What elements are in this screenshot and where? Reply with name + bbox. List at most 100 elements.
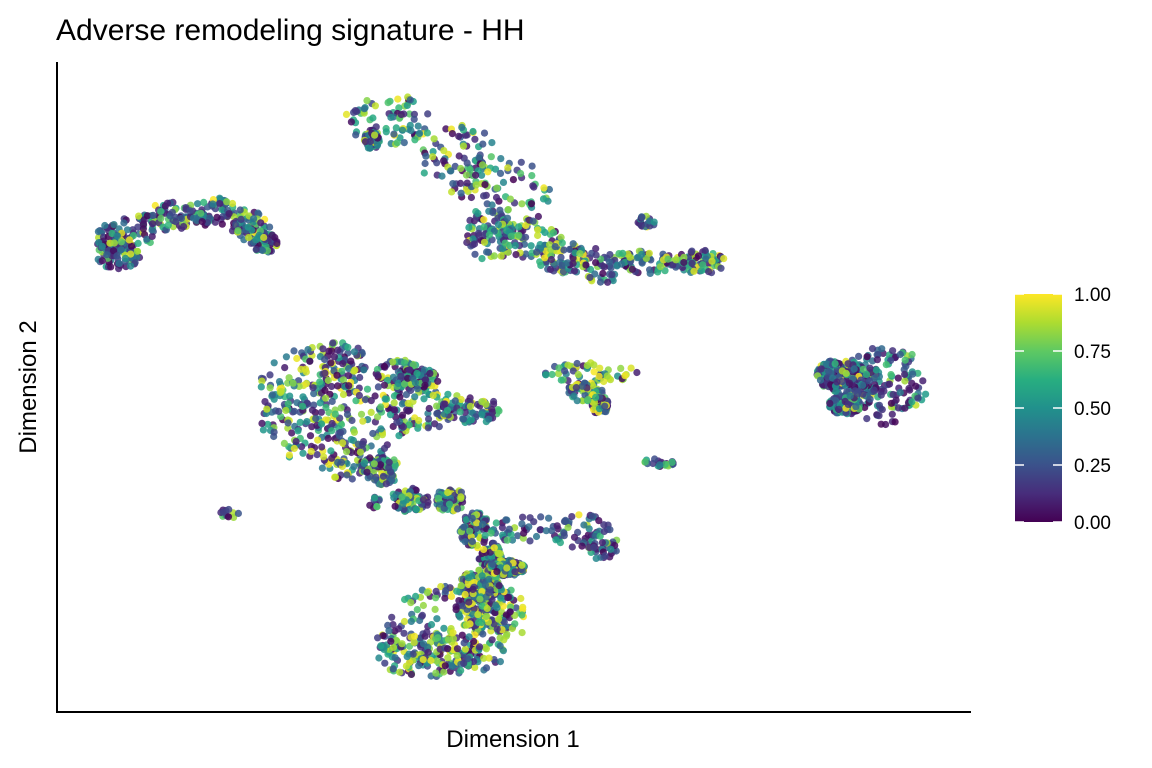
scatter-point — [275, 407, 283, 415]
scatter-point — [374, 634, 382, 642]
scatter-point — [149, 211, 157, 219]
scatter-point — [423, 129, 431, 137]
scatter-point — [377, 461, 385, 469]
scatter-point — [497, 252, 505, 260]
scatter-point — [393, 139, 401, 147]
scatter-point — [371, 476, 379, 484]
scatter-point — [533, 248, 541, 256]
scatter-point — [302, 368, 310, 376]
scatter-point — [463, 159, 471, 167]
scatter-point — [412, 592, 420, 601]
scatter-point — [508, 536, 517, 544]
scatter-point — [573, 359, 581, 368]
scatter-point — [363, 97, 371, 105]
scatter-point — [390, 406, 398, 414]
scatter-point — [889, 347, 897, 355]
scatter-point — [321, 386, 329, 394]
scatter-point — [641, 458, 649, 466]
scatter-point — [518, 611, 526, 619]
scatter-point — [471, 663, 479, 672]
scatter-point — [390, 130, 398, 138]
scatter-point — [293, 354, 301, 363]
scatter-point — [413, 369, 421, 378]
scatter-point — [499, 178, 508, 186]
scatter-point — [574, 370, 582, 379]
scatter-point — [412, 505, 420, 513]
scatter-point — [479, 630, 487, 638]
scatter-point — [885, 380, 894, 388]
scatter-point — [363, 468, 371, 476]
scatter-point — [469, 585, 477, 594]
scatter-point — [495, 550, 503, 558]
scatter-point — [909, 370, 917, 378]
scatter-point — [286, 392, 294, 400]
scatter-point — [557, 376, 565, 384]
scatter-point — [863, 415, 871, 423]
scatter-point — [410, 115, 418, 123]
scatter-point — [232, 221, 240, 229]
scatter-point — [868, 345, 877, 353]
scatter-point — [650, 218, 658, 226]
scatter-point — [661, 460, 669, 468]
scatter-point — [377, 403, 385, 411]
scatter-point — [336, 428, 345, 436]
scatter-point — [313, 451, 321, 459]
scatter-point — [387, 637, 395, 645]
scatter-point — [427, 621, 436, 629]
scatter-point — [572, 384, 580, 392]
scatter-point — [139, 225, 147, 233]
scatter-point — [412, 486, 420, 494]
colorbar-tick-label: 0.25 — [1074, 456, 1111, 477]
scatter-point — [321, 355, 329, 364]
scatter-point — [694, 252, 703, 260]
scatter-point — [506, 608, 514, 616]
scatter-point — [463, 179, 471, 187]
scatter-point — [465, 598, 473, 606]
scatter-point — [366, 144, 374, 152]
scatter-point — [308, 406, 317, 414]
scatter-point — [717, 264, 725, 272]
scatter-point — [236, 206, 244, 214]
scatter-point — [280, 439, 288, 447]
scatter-point — [333, 371, 341, 379]
scatter-point — [148, 232, 156, 240]
scatter-point — [489, 209, 497, 217]
scatter-point — [455, 132, 463, 140]
scatter-point — [411, 136, 419, 144]
scatter-point — [459, 415, 468, 423]
scatter-point — [363, 385, 372, 393]
scatter-point — [327, 447, 335, 455]
scatter-point — [596, 532, 604, 540]
scatter-point — [463, 131, 471, 139]
scatter-point — [401, 359, 409, 367]
scatter-point — [816, 376, 825, 384]
scatter-point — [143, 235, 151, 243]
scatter-point — [906, 386, 914, 394]
scatter-point — [351, 107, 359, 115]
scatter-point — [433, 402, 441, 410]
scatter-point — [442, 587, 450, 595]
scatter-point — [487, 153, 495, 161]
scatter-point — [424, 648, 432, 656]
scatter-point — [133, 253, 141, 261]
scatter-point — [117, 246, 125, 254]
scatter-point — [380, 362, 388, 370]
scatter-point — [425, 404, 433, 413]
scatter-point — [672, 256, 680, 264]
scatter-point — [515, 223, 523, 231]
scatter-point — [420, 395, 428, 403]
scatter-point — [877, 391, 885, 399]
scatter-point — [270, 359, 278, 367]
scatter-point — [127, 250, 135, 258]
scatter-point — [463, 238, 471, 247]
scatter-point — [324, 434, 332, 442]
scatter-point — [284, 424, 292, 432]
scatter-point — [414, 122, 422, 130]
scatter-point — [464, 574, 472, 582]
scatter-point — [437, 583, 445, 591]
scatter-point — [413, 385, 421, 393]
scatter-point — [465, 633, 473, 641]
scatter-point — [296, 418, 304, 426]
scatter-point — [307, 447, 315, 455]
scatter-point — [379, 632, 387, 640]
